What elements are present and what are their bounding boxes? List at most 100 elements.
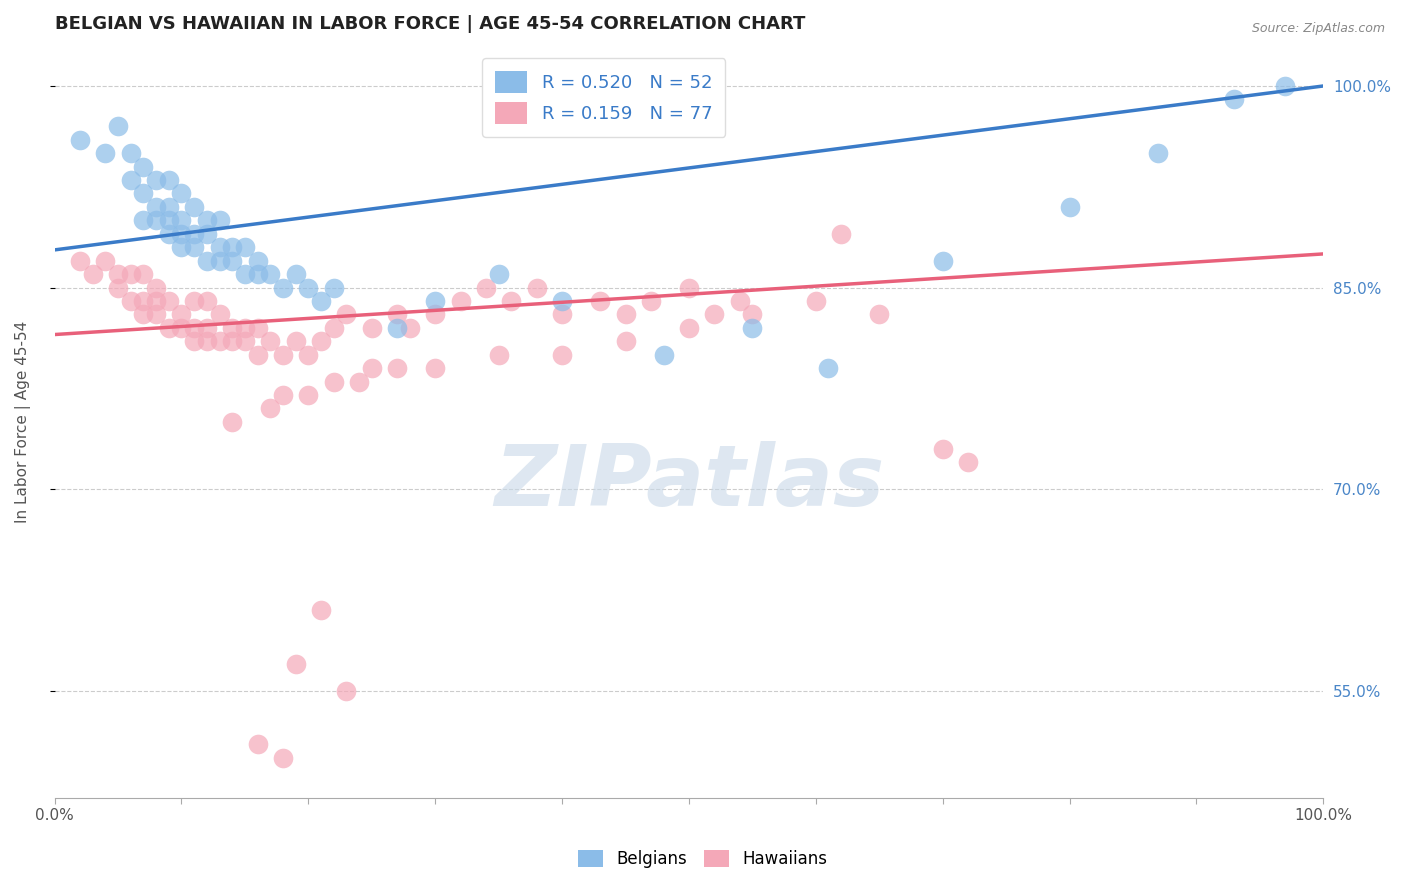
- Point: [183, 200, 205, 214]
- Point: [157, 173, 180, 187]
- Point: [322, 375, 344, 389]
- Point: [170, 213, 193, 227]
- Point: [246, 267, 269, 281]
- Point: [501, 293, 523, 308]
- Point: [157, 200, 180, 214]
- Point: [614, 307, 637, 321]
- Point: [425, 361, 447, 376]
- Point: [931, 253, 953, 268]
- Point: [195, 334, 218, 349]
- Point: [385, 321, 408, 335]
- Point: [526, 280, 548, 294]
- Point: [271, 751, 294, 765]
- Text: BELGIAN VS HAWAIIAN IN LABOR FORCE | AGE 45-54 CORRELATION CHART: BELGIAN VS HAWAIIAN IN LABOR FORCE | AGE…: [55, 15, 806, 33]
- Point: [107, 120, 129, 134]
- Point: [195, 253, 218, 268]
- Point: [259, 267, 281, 281]
- Point: [385, 307, 408, 321]
- Text: Source: ZipAtlas.com: Source: ZipAtlas.com: [1251, 22, 1385, 36]
- Point: [145, 213, 167, 227]
- Legend: R = 0.520   N = 52, R = 0.159   N = 77: R = 0.520 N = 52, R = 0.159 N = 77: [482, 59, 725, 136]
- Point: [475, 280, 498, 294]
- Point: [246, 737, 269, 751]
- Point: [82, 267, 104, 281]
- Legend: Belgians, Hawaiians: Belgians, Hawaiians: [572, 843, 834, 875]
- Point: [195, 227, 218, 241]
- Point: [259, 401, 281, 416]
- Point: [450, 293, 472, 308]
- Point: [170, 227, 193, 241]
- Point: [157, 227, 180, 241]
- Point: [233, 321, 256, 335]
- Point: [551, 293, 574, 308]
- Point: [385, 361, 408, 376]
- Point: [271, 280, 294, 294]
- Point: [322, 280, 344, 294]
- Point: [488, 267, 510, 281]
- Point: [589, 293, 612, 308]
- Point: [817, 361, 839, 376]
- Point: [246, 348, 269, 362]
- Point: [221, 334, 243, 349]
- Point: [335, 683, 357, 698]
- Point: [132, 213, 155, 227]
- Point: [309, 334, 332, 349]
- Point: [132, 307, 155, 321]
- Point: [703, 307, 725, 321]
- Point: [183, 227, 205, 241]
- Point: [132, 293, 155, 308]
- Point: [157, 213, 180, 227]
- Point: [107, 280, 129, 294]
- Point: [233, 267, 256, 281]
- Point: [614, 334, 637, 349]
- Point: [69, 253, 91, 268]
- Point: [488, 348, 510, 362]
- Point: [309, 293, 332, 308]
- Point: [259, 334, 281, 349]
- Point: [309, 603, 332, 617]
- Point: [183, 321, 205, 335]
- Point: [284, 334, 307, 349]
- Point: [233, 240, 256, 254]
- Point: [551, 348, 574, 362]
- Point: [120, 267, 142, 281]
- Point: [145, 307, 167, 321]
- Point: [297, 280, 319, 294]
- Point: [931, 442, 953, 456]
- Point: [132, 186, 155, 201]
- Point: [221, 321, 243, 335]
- Point: [246, 321, 269, 335]
- Point: [157, 321, 180, 335]
- Point: [145, 280, 167, 294]
- Point: [157, 293, 180, 308]
- Point: [94, 146, 117, 161]
- Point: [335, 307, 357, 321]
- Point: [132, 160, 155, 174]
- Point: [297, 388, 319, 402]
- Point: [120, 173, 142, 187]
- Point: [728, 293, 751, 308]
- Point: [360, 361, 382, 376]
- Point: [170, 307, 193, 321]
- Point: [208, 240, 231, 254]
- Point: [1147, 146, 1170, 161]
- Point: [195, 321, 218, 335]
- Point: [652, 348, 675, 362]
- Point: [94, 253, 117, 268]
- Point: [183, 293, 205, 308]
- Point: [678, 321, 700, 335]
- Point: [425, 307, 447, 321]
- Point: [145, 293, 167, 308]
- Point: [246, 253, 269, 268]
- Point: [195, 293, 218, 308]
- Point: [208, 253, 231, 268]
- Point: [183, 240, 205, 254]
- Point: [360, 321, 382, 335]
- Point: [107, 267, 129, 281]
- Point: [398, 321, 420, 335]
- Point: [1274, 78, 1296, 93]
- Point: [183, 334, 205, 349]
- Point: [741, 321, 763, 335]
- Point: [425, 293, 447, 308]
- Text: ZIPatlas: ZIPatlas: [494, 441, 884, 524]
